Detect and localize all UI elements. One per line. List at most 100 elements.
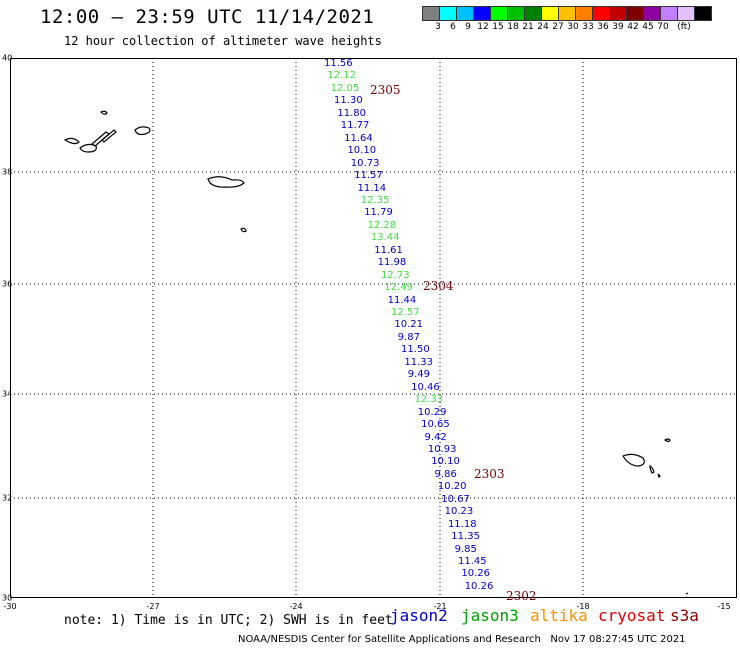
latitude-label: 34 bbox=[2, 389, 13, 399]
map-subtitle: 12 hour collection of altimeter wave hei… bbox=[64, 34, 382, 48]
observation-value: 10.10 bbox=[347, 145, 377, 157]
wave-height-color-scale bbox=[422, 6, 712, 21]
scale-swatch bbox=[660, 6, 678, 21]
observation-value: 9.87 bbox=[397, 331, 420, 343]
scale-swatch bbox=[694, 6, 712, 21]
map-title: 12:00 – 23:59 UTC 11/14/2021 bbox=[40, 6, 375, 28]
latitude-label: 38 bbox=[2, 167, 13, 177]
graticule bbox=[10, 58, 737, 598]
observation-value: 11.50 bbox=[401, 344, 430, 356]
scale-swatch bbox=[456, 6, 474, 21]
observation-value: 11.14 bbox=[357, 182, 387, 194]
scale-label: 3 bbox=[435, 22, 441, 32]
scale-label: 9 bbox=[465, 22, 471, 32]
observation-value: 10.29 bbox=[417, 406, 447, 418]
scale-label: 18 bbox=[507, 22, 519, 32]
observation-value: 11.35 bbox=[451, 531, 480, 543]
satellite-s3a: s3a bbox=[670, 606, 699, 625]
scale-label: 27 bbox=[552, 22, 564, 32]
observation-value: 9.85 bbox=[454, 543, 477, 555]
scale-label: 33 bbox=[582, 22, 594, 32]
scale-label: 12 bbox=[477, 22, 489, 32]
scale-swatch bbox=[592, 6, 610, 21]
observation-value: 11.33 bbox=[404, 356, 434, 368]
scale-label: 39 bbox=[612, 22, 624, 32]
color-scale-labels: 3 6 9 12 15 18 21 24 27 30 33 36 39 42 45 70 (ft) bbox=[422, 22, 740, 34]
observation-value: 9.86 bbox=[434, 468, 457, 480]
scale-swatch bbox=[626, 6, 644, 21]
scale-label: 42 bbox=[627, 22, 639, 32]
observation-value: 12.35 bbox=[360, 194, 390, 206]
scale-swatch bbox=[524, 6, 542, 21]
longitude-label: -18 bbox=[576, 602, 590, 611]
latitude-label: 40 bbox=[2, 53, 13, 63]
observation-value: 11.79 bbox=[364, 207, 393, 219]
observation-value: 11.64 bbox=[344, 132, 373, 144]
observation-value: 9.49 bbox=[407, 369, 431, 381]
observation-value: 10.26 bbox=[464, 580, 494, 592]
observation-value: 10.26 bbox=[461, 568, 490, 580]
observation-value: 11.98 bbox=[377, 257, 407, 269]
observation-value: 10.20 bbox=[437, 481, 467, 493]
observation-value: 11.18 bbox=[447, 518, 477, 530]
observation-value: 9.42 bbox=[424, 431, 447, 443]
map-area bbox=[10, 58, 737, 598]
longitude-label: -15 bbox=[717, 602, 731, 611]
units-note: note: 1) Time is in UTC; 2) SWH is in fe… bbox=[64, 613, 393, 628]
observation-value: 11.57 bbox=[354, 170, 383, 182]
scale-swatch bbox=[541, 6, 559, 21]
scale-label: 70 bbox=[657, 22, 669, 32]
pass-number: 2303 bbox=[474, 467, 505, 481]
scale-swatch bbox=[643, 6, 661, 21]
observation-value: 10.21 bbox=[394, 319, 423, 331]
observation-value: 11.30 bbox=[334, 95, 363, 107]
observation-value: 12.33 bbox=[414, 394, 444, 406]
map-frame bbox=[10, 58, 737, 598]
observation-value: 10.10 bbox=[431, 456, 460, 468]
observation-value: 11.80 bbox=[337, 107, 367, 119]
scale-label: 30 bbox=[567, 22, 579, 32]
scale-swatch bbox=[490, 6, 508, 21]
observation-value: 12.57 bbox=[391, 307, 420, 318]
scale-label: 36 bbox=[597, 22, 609, 32]
longitude-label: -30 bbox=[3, 602, 17, 611]
observation-value: 12.12 bbox=[327, 70, 356, 82]
observation-value: 10.93 bbox=[427, 443, 457, 455]
scale-label: 6 bbox=[450, 22, 456, 32]
observation-value: 11.77 bbox=[340, 120, 370, 132]
scale-swatch bbox=[609, 6, 627, 21]
timestamp-text: Nov 17 08:27:45 UTC 2021 bbox=[550, 634, 686, 645]
observation-value: 11.61 bbox=[374, 244, 403, 256]
scale-swatch bbox=[507, 6, 525, 21]
longitude-label: -24 bbox=[289, 602, 303, 611]
scale-label: (ft) bbox=[677, 22, 691, 32]
latitude-label: 30 bbox=[2, 593, 13, 603]
pass-number: 2305 bbox=[370, 83, 401, 97]
observation-value: 12.05 bbox=[330, 82, 360, 94]
satellite-altika: altika bbox=[530, 606, 588, 625]
satellite-jason3: jason3 bbox=[461, 606, 519, 625]
pass-number: 2304 bbox=[423, 279, 454, 293]
coastline-madeira bbox=[622, 438, 689, 598]
satellite-jason2: jason2 bbox=[390, 606, 448, 625]
latitude-label: 32 bbox=[2, 493, 13, 503]
scale-label: 24 bbox=[537, 22, 549, 32]
scale-swatch bbox=[473, 6, 491, 21]
scale-swatch bbox=[558, 6, 576, 21]
scale-label: 15 bbox=[492, 22, 504, 32]
observation-value: 10.23 bbox=[444, 506, 474, 518]
observation-value: 10.67 bbox=[441, 493, 470, 505]
pass-number: 2302 bbox=[506, 589, 537, 603]
observation-value: 11.44 bbox=[387, 294, 417, 306]
observation-value: 10.73 bbox=[350, 157, 380, 169]
observation-value: 11.45 bbox=[458, 556, 487, 567]
credit-text: NOAA/NESDIS Center for Satellite Applica… bbox=[238, 634, 541, 645]
observation-value: 13.44 bbox=[370, 232, 400, 244]
footer-credit: NOAA/NESDIS Center for Satellite Applica… bbox=[238, 634, 686, 645]
observation-value: 10.65 bbox=[421, 419, 450, 431]
observation-value: 12.49 bbox=[384, 282, 413, 294]
scale-label: 45 bbox=[642, 22, 654, 32]
observation-value: 12.73 bbox=[380, 269, 410, 281]
latitude-label: 36 bbox=[2, 279, 13, 289]
observation-value: 11.56 bbox=[324, 58, 353, 69]
